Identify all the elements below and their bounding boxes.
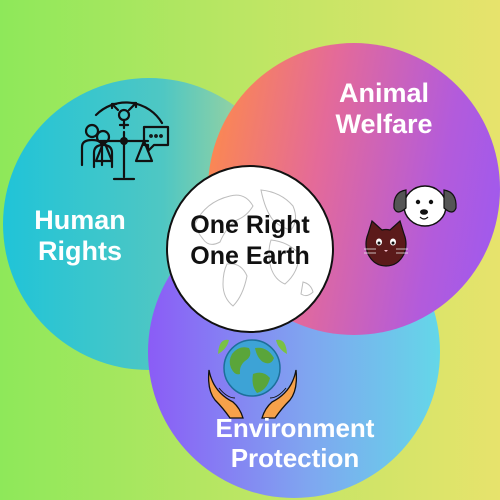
animal-welfare-label: Animal Welfare: [318, 78, 450, 140]
dog-icon: [393, 185, 457, 227]
center-globe-circle: [166, 165, 334, 333]
center-title-line-2: One Earth: [190, 242, 310, 271]
human-rights-line-1: Human: [34, 205, 126, 235]
cat-icon: [364, 219, 408, 267]
environment-protection-line-1: Environment: [215, 413, 375, 443]
human-rights-line-2: Rights: [38, 236, 122, 267]
center-title: One Right One Earth: [166, 210, 334, 273]
environment-protection-line-2: Protection: [230, 442, 360, 473]
center-title-line-1: One Right: [190, 211, 310, 239]
animal-welfare-line-1: Animal: [338, 78, 430, 108]
environment-protection-label: Environment Protection: [200, 413, 390, 474]
earth-hands-icon: [207, 339, 298, 419]
animal-welfare-line-2: Welfare: [335, 109, 433, 140]
human-rights-label: Human Rights: [20, 205, 140, 267]
justice-scale-icon: [80, 101, 170, 181]
world-map-icon: [194, 189, 314, 307]
